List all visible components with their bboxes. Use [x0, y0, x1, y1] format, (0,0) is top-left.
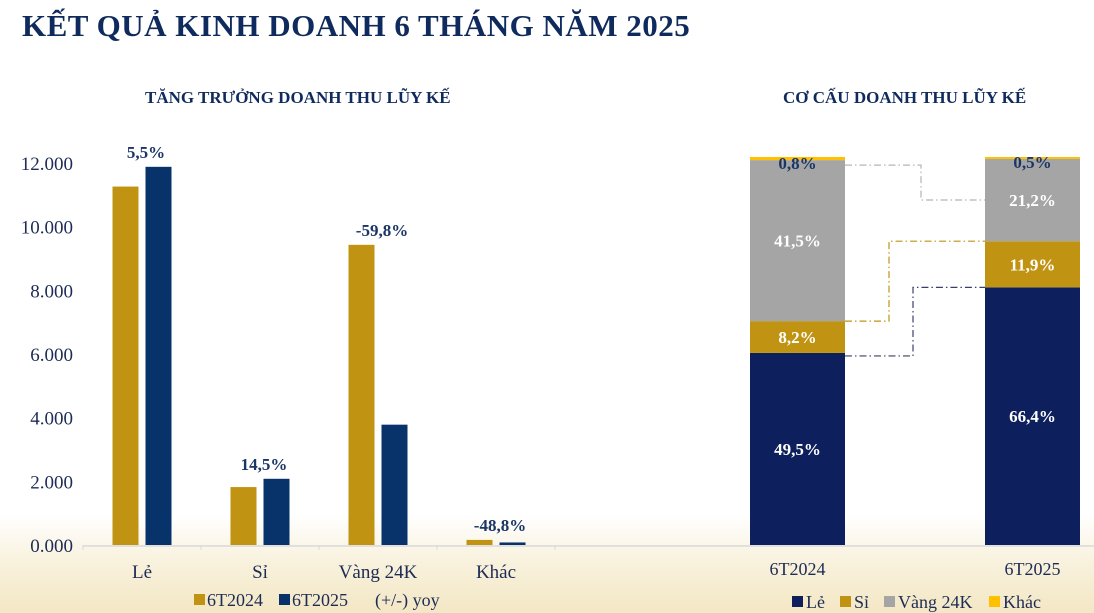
share-label: 0,5% [1013, 153, 1051, 172]
share-label: 21,2% [1009, 191, 1056, 210]
segment-sỉ [985, 241, 1080, 288]
bar-6t2024 [466, 539, 493, 545]
legend-swatch [989, 596, 1000, 607]
bar-6t2025 [381, 424, 408, 545]
x-tick-label: 6T2024 [770, 559, 826, 579]
legend-label: Khác [1003, 592, 1041, 612]
share-label: 49,5% [774, 440, 821, 459]
legend-swatch [792, 596, 803, 607]
legend-swatch [884, 596, 895, 607]
right-chart-title: CƠ CẤU DOANH THU LŨY KẾ [783, 88, 1027, 107]
share-label: 66,4% [1009, 407, 1056, 426]
left-chart-title: TĂNG TRƯỞNG DOANH THU LŨY KẾ [145, 88, 451, 107]
share-label: 8,2% [778, 328, 816, 347]
bar-6t2024 [230, 487, 257, 545]
x-tick-label: Sỉ [252, 562, 268, 583]
connector-line [845, 240, 985, 322]
legend-label: Vàng 24K [898, 592, 973, 612]
yoy-label: -48,8% [474, 516, 526, 535]
x-tick-label: Vàng 24K [339, 562, 418, 583]
y-tick-label: 12.000 [21, 154, 73, 175]
bar-6t2024 [112, 186, 139, 545]
y-tick-label: 4.000 [30, 409, 73, 430]
y-tick-label: 2.000 [30, 472, 73, 493]
legend-label: Lẻ [806, 592, 825, 612]
x-tick-label: Khác [476, 562, 516, 583]
segment-lẻ [985, 287, 1080, 545]
yoy-label: 5,5% [127, 143, 165, 162]
legend-label: 6T2024 [207, 590, 263, 610]
bar-6t2025 [263, 478, 290, 545]
y-tick-label: 10.000 [21, 218, 73, 239]
yoy-label: 14,5% [241, 455, 288, 474]
legend-swatch [194, 594, 205, 605]
connector-line [845, 286, 985, 357]
legend-swatch [279, 594, 290, 605]
bar-6t2025 [145, 166, 172, 545]
segment-lẻ [750, 352, 845, 545]
x-tick-label: 6T2025 [1005, 559, 1061, 579]
share-label: 11,9% [1010, 255, 1056, 274]
y-tick-label: 8.000 [30, 281, 73, 302]
page-title: KẾT QUẢ KINH DOANH 6 THÁNG NĂM 2025 [22, 8, 691, 43]
segment-vàng-24k [750, 160, 845, 322]
share-label: 41,5% [774, 232, 821, 251]
y-tick-label: 0.000 [30, 536, 73, 557]
legend-label: Sỉ [854, 592, 869, 612]
yoy-label: -59,8% [356, 221, 408, 240]
legend-swatch [840, 596, 851, 607]
legend-label: 6T2025 [292, 590, 348, 610]
segment-sỉ [750, 321, 845, 353]
connector-line [845, 164, 985, 201]
bar-6t2025 [499, 542, 526, 545]
segment-khác [750, 157, 845, 161]
segment-khác [985, 157, 1080, 159]
share-label: 0,8% [778, 154, 816, 173]
x-tick-label: Lẻ [132, 562, 152, 583]
legend-label-yoy: (+/-) yoy [375, 590, 440, 611]
segment-vàng-24k [985, 158, 1080, 242]
y-tick-label: 6.000 [30, 345, 73, 366]
bar-6t2024 [348, 244, 375, 546]
